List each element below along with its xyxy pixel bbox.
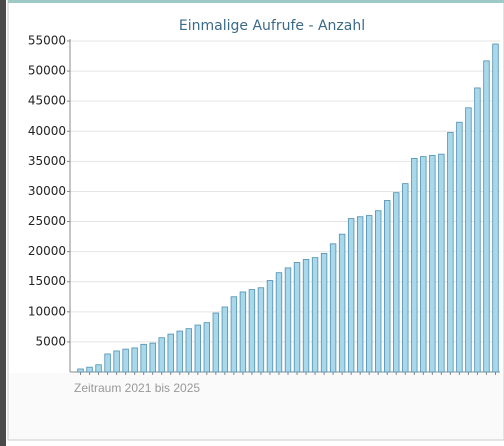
bar	[77, 368, 84, 373]
bar	[266, 280, 274, 373]
bar	[194, 324, 201, 373]
y-tick-label: 5000	[35, 334, 66, 348]
bar	[239, 291, 247, 373]
bar	[483, 60, 490, 373]
bar	[185, 328, 192, 373]
bar	[284, 267, 292, 373]
y-tick-label: 35000	[28, 154, 66, 168]
y-tick-label: 45000	[28, 94, 66, 108]
bar	[456, 121, 463, 373]
bar	[293, 262, 301, 373]
bar	[140, 343, 147, 373]
bar	[221, 306, 229, 373]
bar	[248, 289, 256, 373]
y-tick-label: 40000	[28, 124, 66, 138]
bar	[212, 312, 220, 373]
bar	[113, 350, 120, 373]
bar	[347, 218, 355, 373]
y-tick-label: 55000	[28, 34, 66, 48]
bar	[167, 333, 174, 373]
y-tick-label: 25000	[28, 214, 66, 228]
side-bar	[0, 0, 6, 446]
bar	[338, 233, 346, 373]
bar	[420, 156, 427, 373]
bar	[149, 342, 156, 373]
bar	[329, 243, 337, 373]
bar	[203, 322, 211, 373]
panel-top	[8, 0, 504, 3]
bar	[447, 132, 454, 373]
bar	[257, 287, 265, 373]
bar	[104, 353, 111, 373]
bar	[402, 183, 409, 373]
bar	[393, 192, 400, 373]
bar	[492, 43, 499, 373]
bar	[465, 107, 472, 373]
bar	[320, 253, 328, 373]
y-tick-label: 15000	[28, 274, 66, 288]
chart-title: Einmalige Aufrufe - Anzahl	[179, 18, 365, 34]
bar	[438, 153, 445, 373]
plot-background	[9, 3, 503, 373]
bar	[474, 87, 481, 373]
bar	[302, 259, 310, 373]
y-tick-label: 50000	[28, 64, 66, 78]
bar	[230, 296, 238, 373]
bar	[411, 157, 418, 373]
bar	[86, 366, 93, 373]
y-tick-label: 30000	[28, 184, 66, 198]
bar	[176, 330, 183, 373]
bar	[131, 347, 138, 373]
bar	[365, 215, 373, 373]
bar	[158, 337, 165, 373]
bar	[95, 364, 102, 373]
y-tick-label: 20000	[28, 244, 66, 258]
y-tick-label: 10000	[28, 304, 66, 318]
bar	[275, 272, 283, 373]
bar	[429, 154, 436, 373]
bar	[122, 348, 129, 373]
bar	[311, 257, 319, 373]
bar	[356, 216, 364, 373]
caption: Zeitraum 2021 bis 2025	[74, 381, 200, 395]
bar	[384, 200, 391, 373]
bar	[375, 210, 382, 373]
